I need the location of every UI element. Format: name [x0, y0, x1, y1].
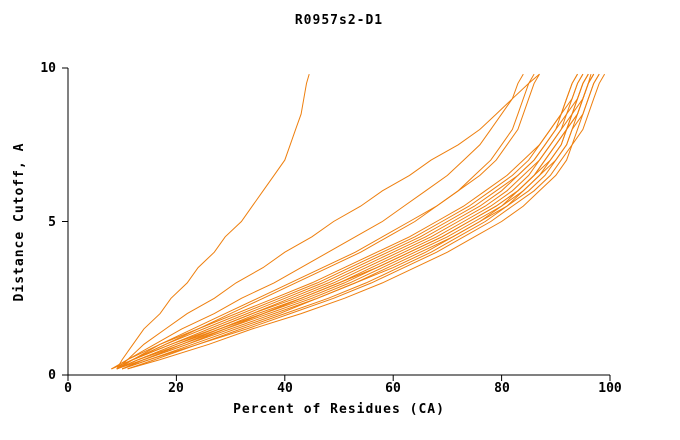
model-curve	[116, 73, 540, 370]
model-curve	[111, 73, 578, 370]
x-tick-label: 100	[598, 381, 622, 396]
model-curve	[122, 73, 600, 370]
model-curve	[116, 73, 589, 370]
x-tick-label: 40	[277, 381, 293, 396]
model-curve	[116, 73, 310, 370]
model-curve	[116, 73, 524, 370]
x-tick-label: 60	[385, 381, 401, 396]
model-curve	[122, 73, 589, 370]
model-curve	[111, 73, 578, 370]
y-tick-label: 5	[48, 215, 56, 230]
x-axis-label: Percent of Residues (CA)	[233, 402, 445, 417]
y-tick-label: 0	[48, 368, 56, 383]
model-curve	[127, 73, 595, 370]
chart-title: R0957s2-D1	[294, 13, 384, 28]
model-curve	[111, 73, 584, 370]
model-curve	[116, 73, 595, 370]
model-curve	[116, 73, 584, 370]
model-curve	[116, 73, 589, 370]
model-curve	[116, 73, 535, 370]
model-curve	[127, 73, 606, 370]
x-tick-label: 20	[168, 381, 184, 396]
model-curve	[116, 73, 592, 370]
x-tick-label: 80	[494, 381, 510, 396]
x-tick-label: 0	[64, 381, 72, 396]
y-tick-label: 10	[40, 61, 56, 76]
model-curve	[122, 73, 600, 370]
model-curve	[116, 73, 540, 370]
model-curve	[122, 73, 595, 370]
